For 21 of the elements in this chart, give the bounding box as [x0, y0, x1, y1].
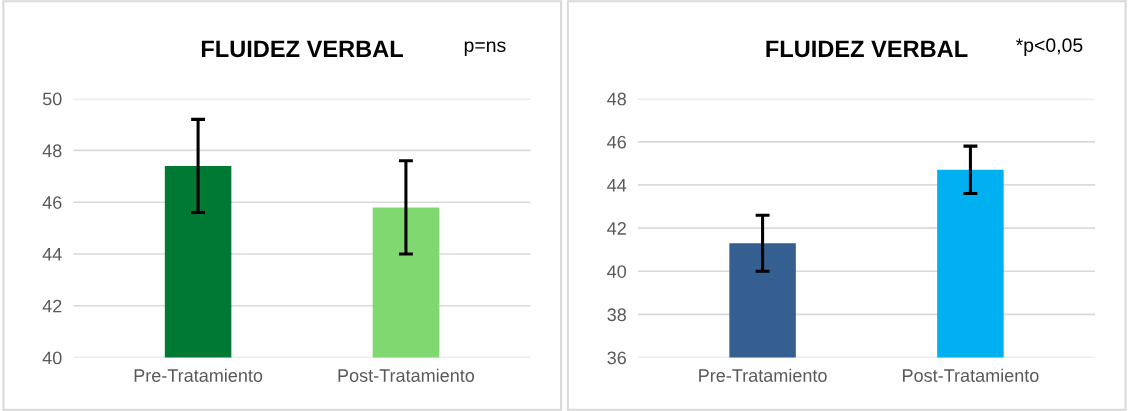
text: *p<0,05	[1015, 38, 1083, 56]
y-tick-label: 36	[607, 351, 626, 365]
x-tick-label: Pre-Tratamiento	[699, 368, 827, 382]
y-tick-label: 44	[607, 179, 627, 192]
y-tick-label: 38	[607, 308, 626, 322]
y-tick-label: 46	[607, 135, 626, 149]
y-tick-label: 48	[42, 144, 62, 158]
y-tick-label: 42	[42, 299, 62, 313]
text: p=ns	[464, 41, 506, 56]
y-tick-label: 48	[607, 92, 626, 106]
y-tick-label: 40	[42, 351, 62, 365]
x-tick-label: Post-Tratamiento	[903, 368, 1039, 382]
y-tick-label: 50	[42, 92, 62, 106]
chart-title: FLUIDEZ VERBAL	[201, 40, 403, 58]
y-tick-label: 46	[42, 196, 62, 209]
y-tick-label: 42	[607, 222, 626, 235]
chart-title: FLUIDEZ VERBAL	[766, 40, 968, 58]
x-tick-label: Post-Tratamiento	[338, 368, 475, 382]
x-tick-label: Pre-Tratamiento	[134, 368, 263, 382]
y-tick-label: 44	[42, 248, 62, 261]
y-tick-label: 40	[607, 265, 627, 278]
